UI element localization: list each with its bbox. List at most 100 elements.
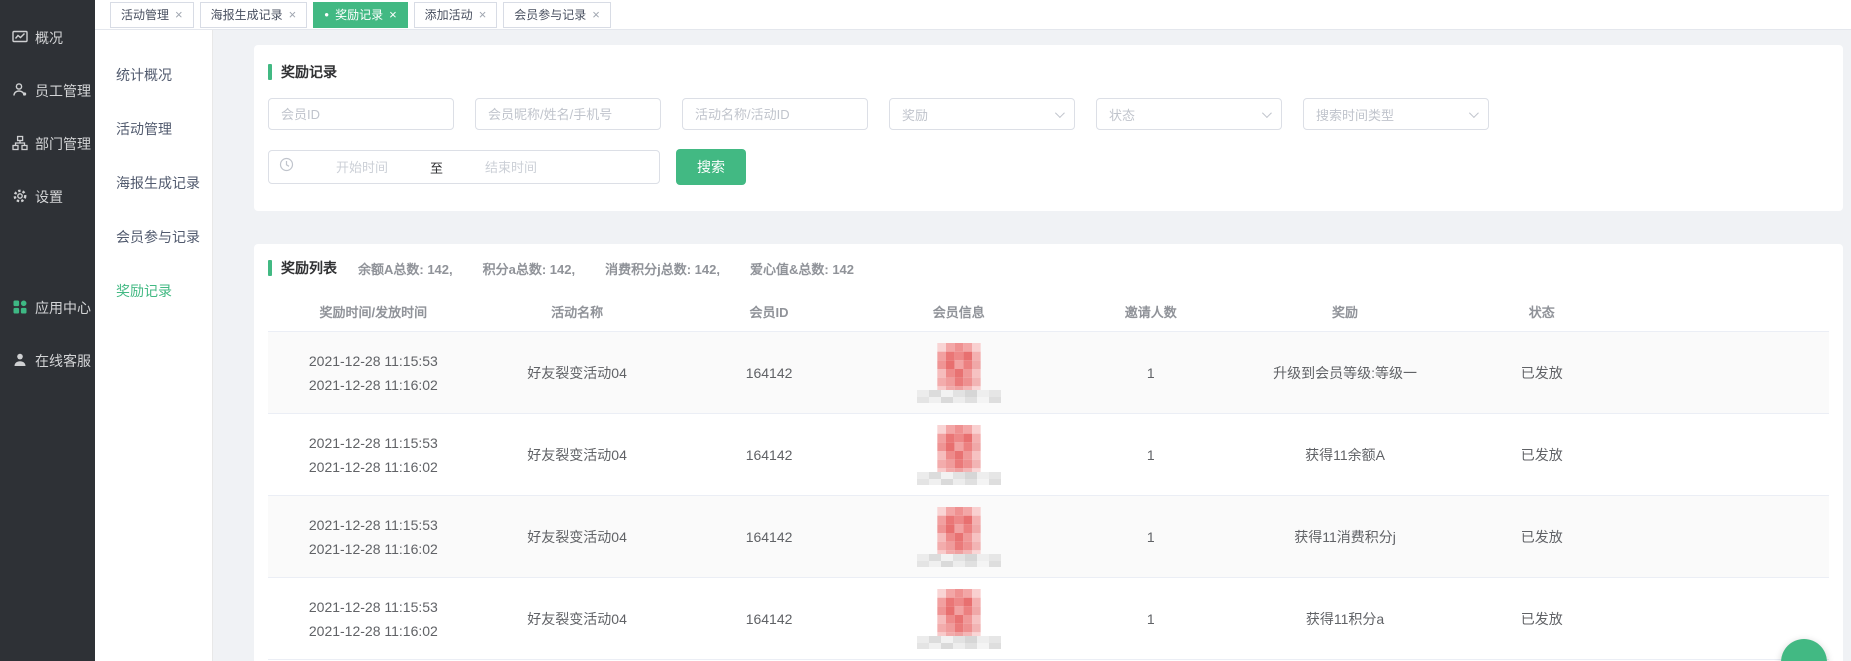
date-range-picker[interactable]: 至 — [268, 150, 660, 184]
member-name-pixelated — [916, 389, 1001, 403]
search-button[interactable]: 搜索 — [676, 149, 746, 185]
member-id-cell: 164142 — [745, 610, 793, 627]
tab-add-activity[interactable]: ● 添加活动 × — [413, 1, 498, 28]
reward-time-cell: 2021-12-28 11:15:53 2021-12-28 11:16:02 — [268, 431, 479, 479]
close-tab-icon[interactable]: × — [592, 7, 600, 22]
member-id-input[interactable] — [268, 98, 454, 130]
tab-member-participation[interactable]: ● 会员参与记录 × — [503, 1, 611, 28]
submenu-item-reward-records[interactable]: 奖励记录 — [95, 264, 212, 318]
sidebar-item-departments[interactable]: 部门管理 — [0, 132, 95, 156]
list-title: 奖励列表 — [281, 260, 337, 276]
sidebar-item-label: 员工管理 — [35, 83, 91, 99]
end-time-input[interactable] — [451, 159, 572, 175]
tab-activity-management[interactable]: ● 活动管理 × — [110, 1, 194, 28]
status-cell: 已发放 — [1520, 446, 1563, 463]
department-icon — [12, 135, 28, 154]
invite-count-cell: 1 — [1146, 528, 1155, 545]
grant-time: 2021-12-28 11:16:02 — [308, 376, 438, 393]
submenu-label: 统计概况 — [116, 67, 172, 83]
sidebar-item-settings[interactable]: 设置 — [0, 185, 95, 209]
reward-cell: 获得11消费积分j — [1294, 528, 1396, 545]
employee-icon — [12, 82, 28, 101]
invite-count-cell: 1 — [1146, 610, 1155, 627]
reward-records-search-card: 奖励记录 奖励 状态 — [254, 45, 1843, 211]
main-sidebar: 概况 员工管理 部门管理 设置 应用中心 — [0, 0, 95, 661]
reward-time: 2021-12-28 11:15:53 — [308, 598, 438, 615]
close-tab-icon[interactable]: × — [175, 7, 183, 22]
close-tab-icon[interactable]: × — [389, 7, 397, 22]
col-reward: 奖励 — [1332, 305, 1359, 320]
member-avatar-pixelated — [937, 506, 981, 559]
submenu-item-poster-records[interactable]: 海报生成记录 — [95, 156, 212, 210]
member-id-cell: 164142 — [745, 364, 793, 381]
submenu-label: 海报生成记录 — [116, 175, 200, 191]
date-filter-row: 至 搜索 — [268, 149, 1829, 185]
member-avatar-pixelated — [937, 342, 981, 395]
sidebar-item-overview[interactable]: 概况 — [0, 26, 95, 50]
filter-row: 奖励 状态 搜索时间类型 — [268, 98, 1829, 130]
submenu-item-stats-overview[interactable]: 统计概况 — [95, 48, 212, 102]
close-tab-icon[interactable]: × — [478, 7, 487, 22]
customer-service-icon — [12, 352, 28, 371]
avatar — [869, 424, 1049, 485]
activity-name-cell: 好友裂变活动04 — [527, 610, 627, 627]
table-row[interactable]: 2021-12-28 11:15:53 2021-12-28 11:16:02 … — [268, 496, 1829, 578]
table-row[interactable]: 2021-12-28 11:15:53 2021-12-28 11:16:02 … — [268, 578, 1829, 660]
date-range-to-label: 至 — [430, 160, 444, 176]
col-reward-time: 奖励时间/发放时间 — [319, 305, 428, 320]
page-title: 奖励记录 — [281, 64, 337, 80]
sidebar-item-label: 设置 — [35, 189, 63, 205]
submenu-item-member-participation[interactable]: 会员参与记录 — [95, 210, 212, 264]
time-type-select-placeholder: 搜索时间类型 — [1316, 107, 1395, 123]
reward-time: 2021-12-28 11:15:53 — [308, 434, 438, 451]
status-cell: 已发放 — [1520, 528, 1563, 545]
grant-time: 2021-12-28 11:16:02 — [308, 540, 438, 557]
activity-name-cell: 好友裂变活动04 — [527, 364, 627, 381]
col-status: 状态 — [1528, 305, 1555, 320]
table-header-row: 奖励时间/发放时间 活动名称 会员ID 会员信息 邀请人数 奖励 状态 — [268, 292, 1829, 332]
reward-cell: 升级到会员等级:等级一 — [1273, 364, 1417, 381]
tab-label: 活动管理 — [121, 8, 170, 22]
reward-totals: 余额A总数: 142, 积分a总数: 142, 消费积分j总数: 142, 爱心… — [358, 259, 854, 278]
sidebar-item-label: 在线客服 — [35, 353, 91, 369]
reward-list-card: 奖励列表 余额A总数: 142, 积分a总数: 142, 消费积分j总数: 14… — [254, 244, 1843, 661]
chevron-down-icon — [1468, 107, 1479, 118]
col-activity-name: 活动名称 — [551, 305, 604, 320]
activity-name-input[interactable] — [682, 98, 868, 130]
table-row[interactable]: 2021-12-28 11:15:53 2021-12-28 11:16:02 … — [268, 414, 1829, 496]
time-type-select[interactable]: 搜索时间类型 — [1303, 98, 1489, 130]
table-row[interactable]: 2021-12-28 11:15:53 2021-12-28 11:16:02 … — [268, 332, 1829, 414]
chart-icon — [12, 29, 28, 48]
sidebar-item-app-center[interactable]: 应用中心 — [0, 296, 95, 320]
member-id-cell: 164142 — [745, 528, 793, 545]
member-info-cell — [863, 424, 1055, 485]
col-invite-count: 邀请人数 — [1124, 305, 1177, 320]
tab-reward-records[interactable]: ● 奖励记录 × — [313, 1, 408, 28]
member-avatar-pixelated — [937, 588, 981, 641]
submenu-label: 会员参与记录 — [116, 229, 200, 245]
avatar — [869, 588, 1049, 649]
avatar — [869, 506, 1049, 567]
secondary-sidebar: 统计概况 活动管理 海报生成记录 会员参与记录 奖励记录 — [95, 30, 213, 661]
content-row: 统计概况 活动管理 海报生成记录 会员参与记录 奖励记录 奖励记录 — [95, 30, 1851, 661]
member-avatar-pixelated — [937, 424, 981, 477]
grant-time: 2021-12-28 11:16:02 — [308, 622, 438, 639]
submenu-label: 奖励记录 — [116, 283, 172, 299]
tab-label: 海报生成记录 — [210, 8, 283, 22]
sidebar-item-employees[interactable]: 员工管理 — [0, 79, 95, 103]
member-name-pixelated — [916, 635, 1001, 649]
member-info-cell — [863, 506, 1055, 567]
close-tab-icon[interactable]: × — [288, 7, 297, 22]
floating-service-button[interactable] — [1781, 639, 1827, 661]
tab-poster-records[interactable]: ● 海报生成记录 × — [199, 1, 308, 28]
chevron-down-icon — [1261, 107, 1272, 118]
submenu-item-activity-management[interactable]: 活动管理 — [95, 102, 212, 156]
sidebar-item-online-service[interactable]: 在线客服 — [0, 349, 95, 373]
member-name-pixelated — [916, 553, 1001, 567]
status-select[interactable]: 状态 — [1096, 98, 1282, 130]
tab-label: 奖励记录 — [335, 8, 384, 22]
start-time-input[interactable] — [302, 159, 422, 175]
reward-select[interactable]: 奖励 — [889, 98, 1075, 130]
member-name-input[interactable] — [475, 98, 661, 130]
section-accent-bar — [268, 64, 272, 80]
